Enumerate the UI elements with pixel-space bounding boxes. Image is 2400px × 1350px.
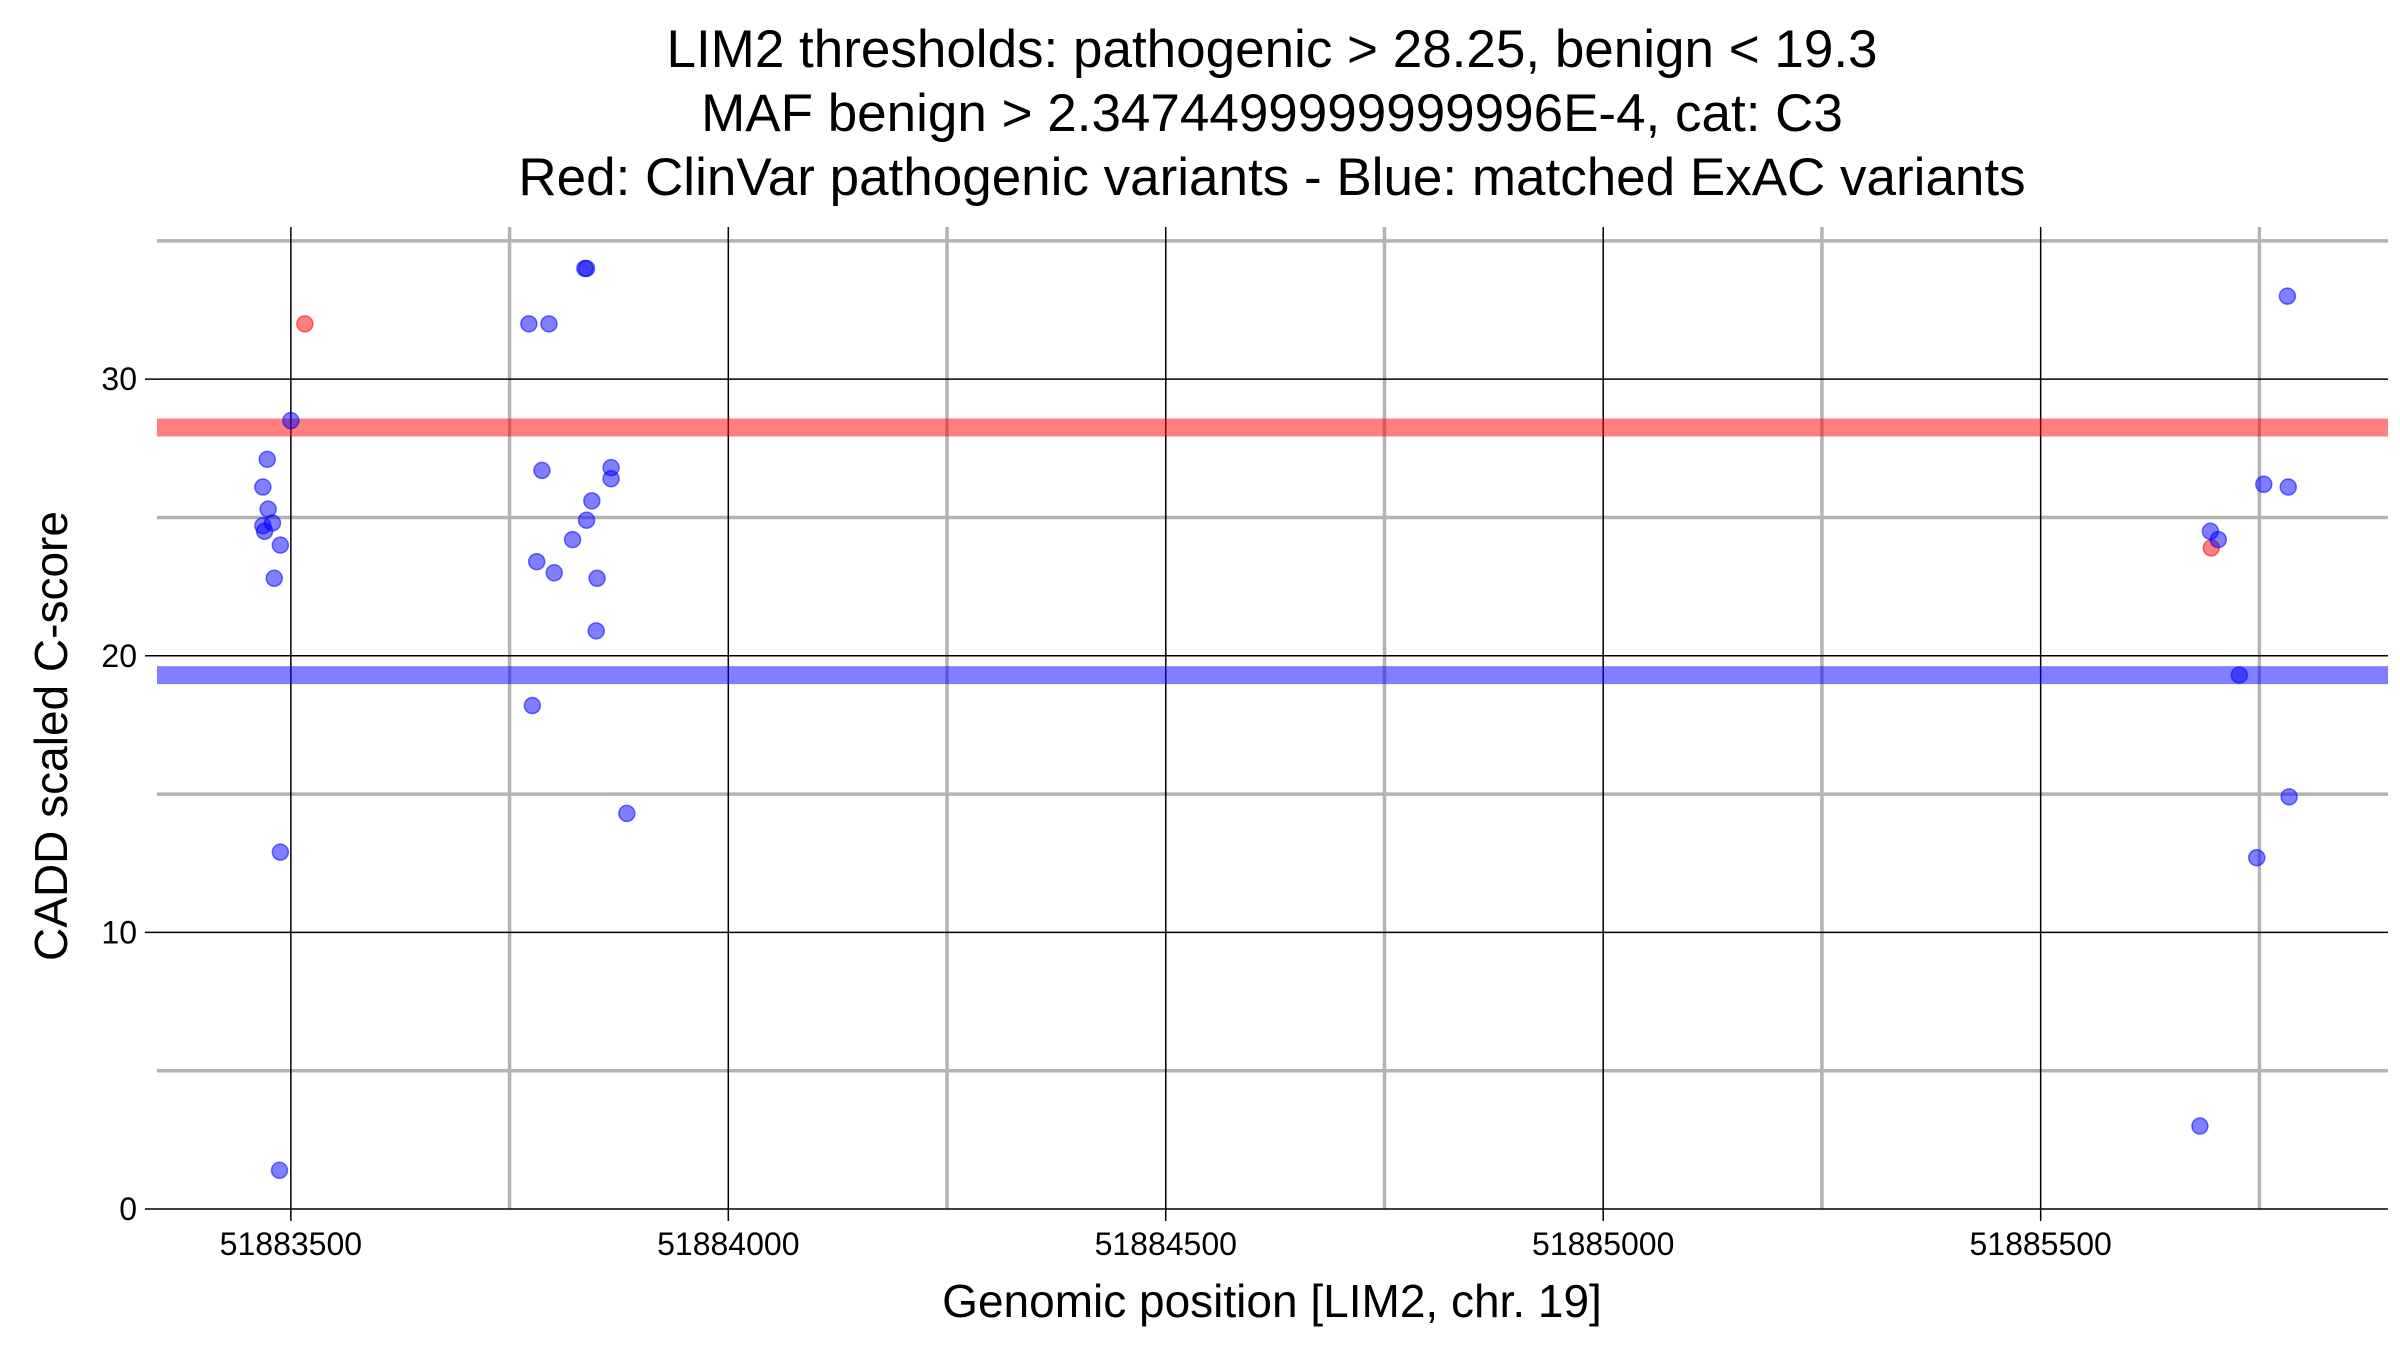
- axes: 51883500 51884000 51884500 51885000 51885500…: [101, 361, 2111, 1262]
- data-point-blue: [2191, 1117, 2209, 1135]
- data-point-blue: [523, 696, 542, 715]
- data-point-blue: [588, 569, 606, 588]
- data-point-blue: [2248, 848, 2266, 867]
- data-point-red: [296, 315, 314, 333]
- data-point-blue: [254, 478, 272, 496]
- title-line-3: Red: ClinVar pathogenic variants - Blue:…: [518, 148, 2026, 207]
- y-tick-label: 30: [101, 361, 137, 397]
- data-point-blue: [520, 315, 538, 333]
- data-point-blue: [2230, 666, 2249, 684]
- data-points: [254, 259, 2298, 1180]
- threshold-lines: [157, 418, 2388, 685]
- data-point-blue: [587, 622, 605, 640]
- grid: [157, 227, 2388, 1210]
- data-point-blue: [577, 259, 596, 278]
- x-tick-label: 51884500: [1095, 1226, 1237, 1262]
- x-tick-label: 51883500: [220, 1226, 362, 1262]
- data-point-blue: [265, 569, 283, 588]
- y-tick-label: 10: [101, 914, 137, 950]
- data-point-blue: [2209, 530, 2228, 549]
- data-point-blue: [282, 411, 300, 430]
- data-point-blue: [2279, 478, 2298, 496]
- chart-title: LIM2 thresholds: pathogenic > 28.25, ben…: [0, 18, 2400, 210]
- data-point-blue: [2280, 788, 2298, 806]
- y-tick-label: 20: [101, 638, 137, 674]
- title-line-2: MAF benign > 2.3474499999999996E-4, cat:…: [701, 84, 1843, 143]
- data-point-blue: [618, 804, 636, 823]
- data-point-blue: [271, 843, 290, 861]
- data-point-blue: [258, 450, 276, 469]
- data-point-blue: [527, 552, 546, 571]
- y-axis-title: CADD scaled C-score: [25, 511, 77, 961]
- data-point-blue: [263, 514, 282, 532]
- data-point-blue: [271, 536, 290, 554]
- data-point-blue: [2255, 475, 2273, 494]
- data-point-blue: [533, 461, 551, 480]
- data-point-blue: [563, 530, 582, 549]
- x-axis-title: Genomic position [LIM2, chr. 19]: [942, 1275, 1602, 1327]
- data-point-blue: [602, 469, 620, 488]
- data-point-blue: [2278, 287, 2297, 305]
- x-tick-label: 51885500: [1969, 1226, 2111, 1262]
- data-point-blue: [583, 492, 601, 510]
- data-point-blue: [540, 315, 558, 333]
- data-point-blue: [577, 511, 596, 529]
- x-tick-label: 51885000: [1532, 1226, 1674, 1262]
- y-tick-label: 0: [119, 1191, 137, 1227]
- data-point-blue: [270, 1161, 289, 1180]
- data-point-blue: [545, 564, 563, 582]
- title-line-1: LIM2 thresholds: pathogenic > 28.25, ben…: [666, 20, 1878, 79]
- x-tick-label: 51884000: [657, 1226, 799, 1262]
